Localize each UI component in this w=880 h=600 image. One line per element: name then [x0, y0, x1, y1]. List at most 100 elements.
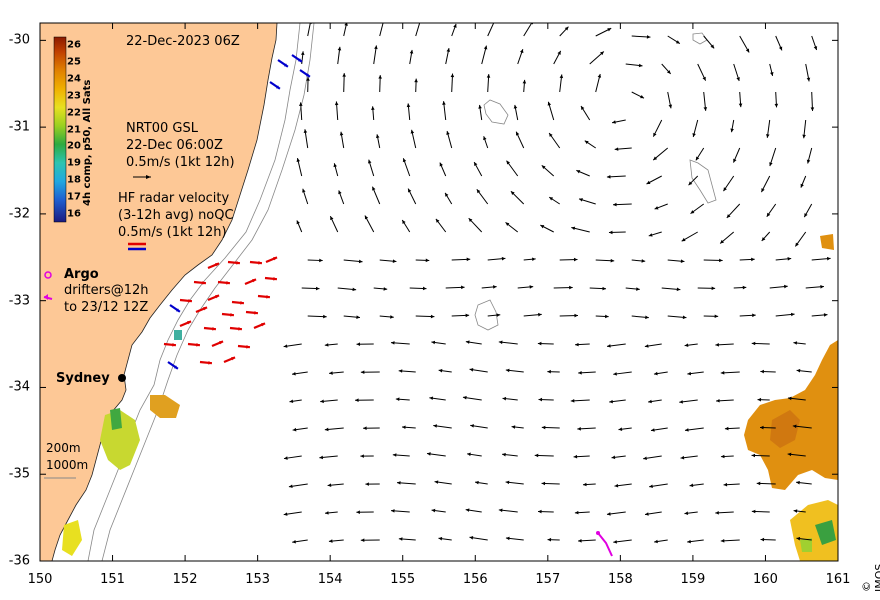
current-vector [703, 35, 715, 49]
current-vector [703, 314, 719, 319]
current-vector [724, 426, 740, 431]
current-vector [451, 23, 457, 37]
current-vector [283, 343, 302, 348]
current-vector [618, 427, 632, 432]
current-vector [373, 287, 388, 291]
current-vector [760, 537, 776, 542]
current-vector [769, 63, 774, 76]
current-vector [806, 147, 813, 164]
current-vector [337, 46, 342, 65]
current-vector [342, 73, 346, 93]
current-vector [761, 231, 771, 242]
current-vector [606, 175, 626, 179]
current-vector [292, 539, 308, 544]
colorbar-tick-label: 17 [67, 191, 81, 203]
current-vector [769, 284, 788, 289]
current-vector [439, 162, 447, 177]
current-vector [766, 203, 777, 217]
colorbar-tick-label: 16 [67, 208, 81, 220]
current-vector [334, 101, 339, 121]
current-vector [306, 77, 310, 93]
current-vector [513, 104, 519, 121]
current-vector [687, 371, 704, 376]
radar-vector [265, 256, 278, 264]
current-vector [559, 26, 569, 37]
altimetry-legend-line1: NRT00 GSL [126, 121, 198, 136]
y-tick-label: -31 [8, 119, 30, 135]
current-vector [794, 231, 807, 247]
x-tick-label: 151 [100, 572, 125, 587]
current-vector [365, 482, 380, 486]
current-vector [478, 104, 483, 121]
current-vector [643, 455, 662, 461]
current-vector [547, 369, 560, 374]
radar-vector [179, 320, 192, 328]
colorbar-tick-label: 23 [67, 90, 81, 102]
radar-vector [299, 69, 311, 78]
current-vector [574, 510, 590, 515]
current-vector [548, 196, 560, 205]
current-vector [410, 129, 417, 149]
x-tick-label: 156 [462, 572, 488, 587]
current-vector [498, 508, 518, 513]
current-vector [631, 259, 646, 263]
current-vector [414, 78, 418, 93]
current-vector [320, 399, 338, 404]
current-vector [289, 399, 302, 404]
current-vector [805, 284, 824, 289]
current-vector [429, 396, 446, 401]
colorbar-tick-label: 21 [67, 124, 81, 135]
current-vector [307, 258, 323, 263]
current-vector [328, 539, 344, 543]
current-vector [652, 119, 663, 137]
current-vector [363, 426, 380, 430]
current-vector [364, 215, 375, 233]
current-vector [681, 231, 698, 242]
depth-200m-label: 200m [46, 441, 81, 455]
radar-vector [195, 306, 208, 314]
seamount-contour [474, 299, 499, 331]
current-vector [810, 91, 815, 111]
current-vector [644, 343, 662, 348]
current-vector [379, 315, 394, 319]
current-vector [774, 91, 779, 108]
current-vector [644, 511, 662, 516]
current-vector [291, 371, 308, 376]
current-vector [445, 285, 465, 290]
current-vector [796, 536, 812, 541]
current-vector [505, 480, 524, 485]
current-vector [390, 509, 410, 513]
current-vector [426, 452, 446, 457]
colorbar-tick-label: 19 [67, 157, 81, 169]
current-vector [726, 203, 741, 219]
current-vector [692, 119, 699, 138]
current-vector [578, 370, 596, 375]
radar-legend-line1: HF radar velocity [118, 191, 230, 206]
altimetry-scale-arrow [133, 175, 151, 179]
current-vector [409, 286, 427, 291]
current-vector [547, 101, 555, 121]
current-vector [324, 343, 338, 347]
current-vector [733, 63, 740, 82]
current-vector [343, 23, 348, 37]
current-vector [769, 147, 777, 167]
current-vector [738, 91, 743, 108]
current-vector [515, 131, 525, 149]
current-vector [720, 454, 734, 459]
map-title: 22-Dec-2023 06Z [126, 34, 240, 49]
colorbar-title: 4h comp, p50, All Sats [82, 79, 93, 206]
current-vector [444, 192, 453, 205]
current-vector [571, 226, 590, 233]
drifter-symbol [43, 294, 53, 300]
current-vector [614, 147, 632, 151]
current-vector [466, 452, 482, 457]
current-vector [465, 508, 482, 513]
current-vector [697, 63, 707, 81]
current-vector [611, 455, 626, 460]
radar-vector [187, 342, 201, 347]
current-vector [803, 203, 813, 218]
current-vector [329, 371, 344, 375]
x-tick-label: 152 [172, 572, 198, 587]
radar-vector [193, 280, 207, 285]
current-vector [650, 427, 668, 432]
